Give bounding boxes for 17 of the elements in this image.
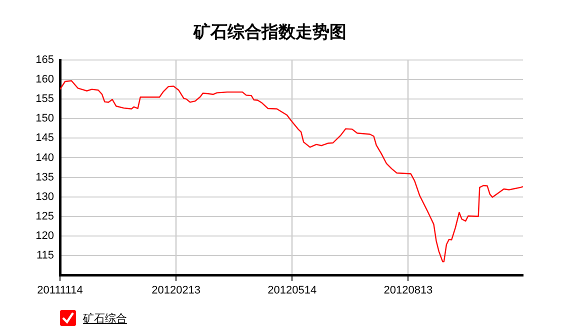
x-tick-label: 20120514 [268, 284, 317, 297]
x-tick-label: 20120213 [152, 284, 201, 297]
y-tick-label: 150 [36, 112, 54, 125]
y-tick-label: 115 [36, 249, 54, 262]
y-tick-label: 145 [36, 132, 54, 144]
y-tick-label: 125 [36, 210, 54, 222]
legend-label: 矿石综合 [83, 310, 127, 326]
x-tick-label: 20120813 [384, 284, 433, 297]
y-tick-label: 160 [36, 74, 54, 86]
y-tick-label: 165 [36, 54, 54, 66]
y-tick-label: 130 [36, 190, 54, 203]
y-tick-label: 140 [36, 152, 54, 164]
chart-title: 矿石综合指数走势图 [192, 22, 346, 42]
y-tick-label: 135 [36, 171, 54, 184]
y-tick-label: 120 [36, 230, 54, 242]
x-tick-label: 20111114 [37, 284, 83, 297]
y-tick-label: 155 [36, 93, 54, 106]
